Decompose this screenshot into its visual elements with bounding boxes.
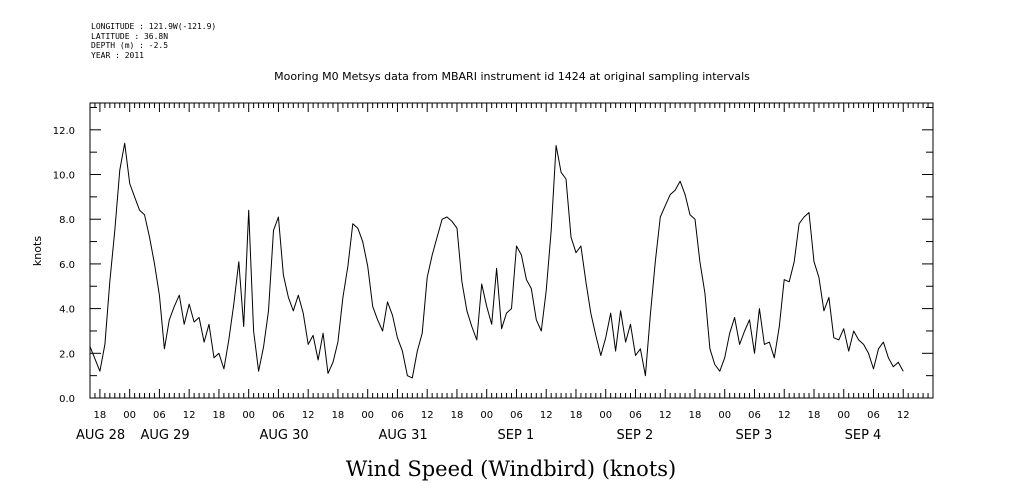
y-axis: 0.0 2.0 4.0 6.0 8.0 10.0 12.0 bbox=[53, 106, 933, 405]
y-tick-label: 4.0 bbox=[59, 305, 75, 316]
x-hour-label: 00 bbox=[361, 410, 374, 421]
x-date-label: SEP 2 bbox=[617, 428, 654, 443]
y-tick-label: 12.0 bbox=[53, 126, 75, 137]
y-tick-label: 2.0 bbox=[59, 349, 75, 360]
x-hour-label: 18 bbox=[808, 410, 821, 421]
x-date-label: AUG 30 bbox=[259, 428, 308, 443]
latitude-text: LATITUDE : 36.8N bbox=[91, 31, 169, 41]
x-hour-label: 12 bbox=[302, 410, 315, 421]
x-hour-label: 00 bbox=[599, 410, 612, 421]
x-hour-label: 06 bbox=[748, 410, 761, 421]
x-date-label: AUG 31 bbox=[378, 428, 427, 443]
year-text: YEAR : 2011 bbox=[91, 50, 144, 60]
wind-speed-line bbox=[89, 142, 904, 379]
x-hour-label: 12 bbox=[540, 410, 553, 421]
chart-title: Mooring M0 Metsys data from MBARI instru… bbox=[274, 70, 750, 83]
x-axis: 18 00 06 12 18 00 06 12 18 00 06 12 18 00 06 12 18 00 06 12… bbox=[76, 103, 934, 443]
x-date-label: SEP 3 bbox=[736, 428, 773, 443]
x-hour-label: 18 bbox=[213, 410, 226, 421]
x-hour-label: 06 bbox=[867, 410, 880, 421]
x-hour-label: 12 bbox=[421, 410, 434, 421]
x-hour-label: 12 bbox=[897, 410, 910, 421]
x-axis-label: Wind Speed (Windbird) (knots) bbox=[346, 457, 676, 481]
x-hour-label: 18 bbox=[332, 410, 345, 421]
x-hour-label: 00 bbox=[123, 410, 136, 421]
x-hour-label: 00 bbox=[480, 410, 493, 421]
x-hour-label: 06 bbox=[629, 410, 642, 421]
y-tick-label: 0.0 bbox=[59, 394, 75, 405]
x-hour-label: 00 bbox=[837, 410, 850, 421]
x-date-label: SEP 4 bbox=[845, 428, 882, 443]
plot-series bbox=[89, 142, 904, 379]
x-hour-label: 18 bbox=[570, 410, 583, 421]
x-hour-label: 06 bbox=[391, 410, 404, 421]
y-tick-label: 8.0 bbox=[59, 215, 75, 226]
x-hour-label: 18 bbox=[689, 410, 702, 421]
x-hour-label: 06 bbox=[510, 410, 523, 421]
x-hour-label: 06 bbox=[272, 410, 285, 421]
longitude-text: LONGITUDE : 121.9W(-121.9) bbox=[91, 22, 217, 31]
depth-text: DEPTH (m) : -2.5 bbox=[91, 41, 169, 50]
x-date-label: AUG 28 bbox=[76, 428, 125, 443]
x-hour-label: 18 bbox=[94, 410, 107, 421]
x-hour-label: 06 bbox=[153, 410, 166, 421]
x-hour-label: 12 bbox=[778, 410, 791, 421]
x-hour-label: 12 bbox=[659, 410, 672, 421]
x-hour-label: 12 bbox=[183, 410, 196, 421]
y-tick-label: 6.0 bbox=[59, 260, 75, 271]
y-tick-label: 10.0 bbox=[53, 171, 75, 182]
plot-frame bbox=[89, 102, 934, 399]
x-hour-label: 18 bbox=[451, 410, 464, 421]
x-hour-label: 00 bbox=[718, 410, 731, 421]
y-axis-label: knots bbox=[31, 236, 44, 266]
metadata-block: LONGITUDE : 121.9W(-121.9) LATITUDE : 36… bbox=[91, 22, 216, 60]
x-date-label: SEP 1 bbox=[498, 428, 535, 443]
x-date-label: AUG 29 bbox=[140, 428, 189, 443]
x-hour-label: 00 bbox=[242, 410, 255, 421]
